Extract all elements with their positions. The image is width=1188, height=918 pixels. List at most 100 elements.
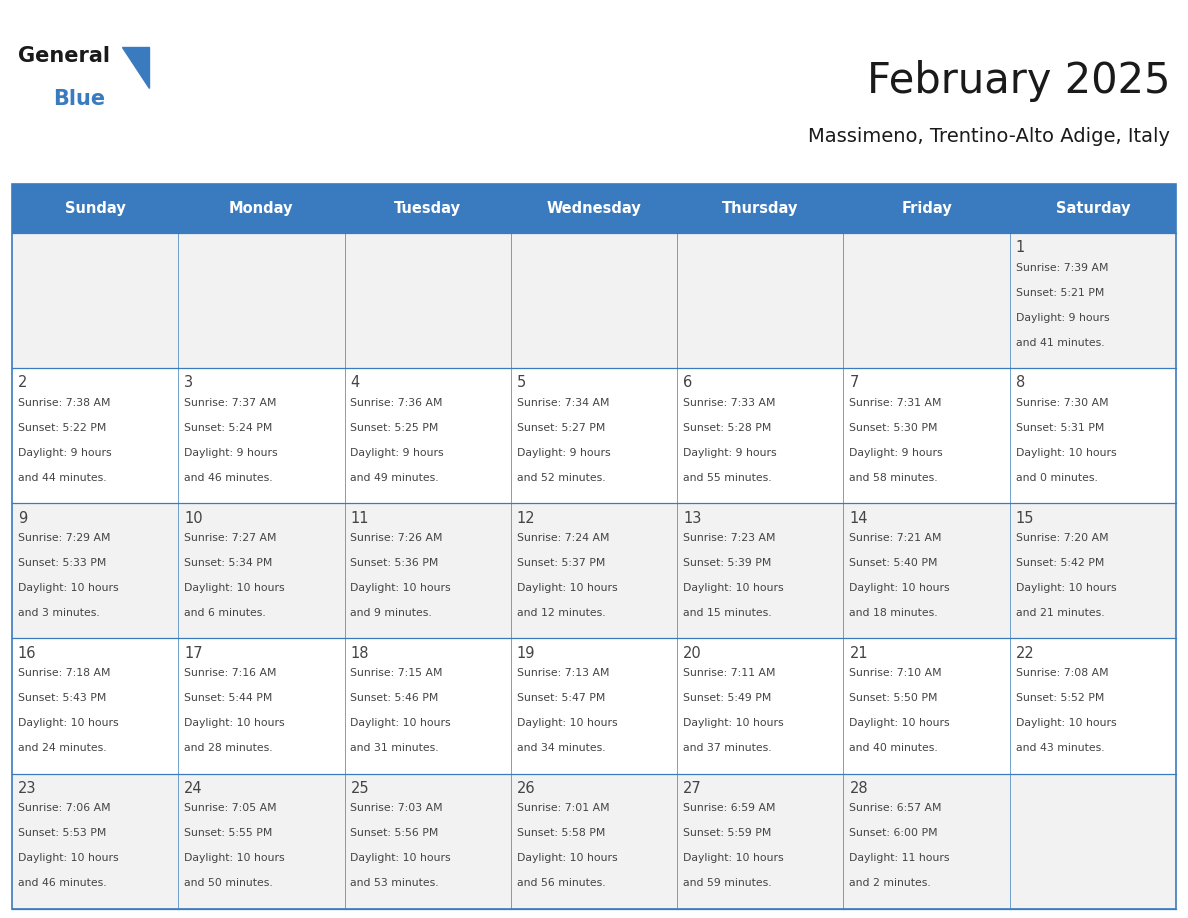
Text: 27: 27 bbox=[683, 781, 702, 796]
Text: 18: 18 bbox=[350, 645, 369, 661]
Text: Sunset: 5:50 PM: Sunset: 5:50 PM bbox=[849, 693, 937, 703]
Bar bbox=[345, 638, 511, 774]
Text: and 31 minutes.: and 31 minutes. bbox=[350, 744, 440, 754]
Bar bbox=[511, 774, 677, 909]
Text: Sunrise: 7:03 AM: Sunrise: 7:03 AM bbox=[350, 803, 443, 813]
Text: Sunset: 5:47 PM: Sunset: 5:47 PM bbox=[517, 693, 605, 703]
Text: 4: 4 bbox=[350, 375, 360, 390]
Text: 15: 15 bbox=[1016, 510, 1035, 526]
Text: 28: 28 bbox=[849, 781, 868, 796]
Text: Sunrise: 7:05 AM: Sunrise: 7:05 AM bbox=[184, 803, 277, 813]
Text: 2: 2 bbox=[18, 375, 27, 390]
Text: General: General bbox=[18, 46, 109, 66]
Text: Sunset: 5:22 PM: Sunset: 5:22 PM bbox=[18, 423, 106, 433]
Bar bbox=[178, 774, 345, 909]
Text: Sunset: 5:52 PM: Sunset: 5:52 PM bbox=[1016, 693, 1104, 703]
Text: 23: 23 bbox=[18, 781, 37, 796]
Text: Daylight: 10 hours: Daylight: 10 hours bbox=[517, 718, 618, 728]
Text: Sunset: 5:27 PM: Sunset: 5:27 PM bbox=[517, 423, 605, 433]
Text: Sunrise: 7:08 AM: Sunrise: 7:08 AM bbox=[1016, 668, 1108, 678]
Text: Sunrise: 7:20 AM: Sunrise: 7:20 AM bbox=[1016, 533, 1108, 543]
Text: Daylight: 10 hours: Daylight: 10 hours bbox=[683, 583, 784, 593]
Text: Sunset: 5:34 PM: Sunset: 5:34 PM bbox=[184, 558, 272, 568]
Text: Daylight: 10 hours: Daylight: 10 hours bbox=[184, 854, 285, 864]
Bar bbox=[677, 233, 843, 368]
Text: Sunrise: 7:23 AM: Sunrise: 7:23 AM bbox=[683, 533, 776, 543]
Text: Daylight: 10 hours: Daylight: 10 hours bbox=[683, 718, 784, 728]
Text: Tuesday: Tuesday bbox=[394, 201, 461, 216]
Text: 11: 11 bbox=[350, 510, 369, 526]
Bar bbox=[12, 503, 178, 638]
Text: Daylight: 10 hours: Daylight: 10 hours bbox=[1016, 448, 1117, 458]
Bar bbox=[1010, 184, 1176, 233]
Text: Sunset: 5:25 PM: Sunset: 5:25 PM bbox=[350, 423, 438, 433]
Text: Sunset: 5:43 PM: Sunset: 5:43 PM bbox=[18, 693, 106, 703]
Bar bbox=[843, 638, 1010, 774]
Text: Sunset: 6:00 PM: Sunset: 6:00 PM bbox=[849, 828, 939, 838]
Text: Sunrise: 7:06 AM: Sunrise: 7:06 AM bbox=[18, 803, 110, 813]
Text: and 2 minutes.: and 2 minutes. bbox=[849, 879, 931, 889]
Text: and 3 minutes.: and 3 minutes. bbox=[18, 608, 100, 618]
Text: 14: 14 bbox=[849, 510, 868, 526]
Bar bbox=[511, 184, 677, 233]
Text: and 53 minutes.: and 53 minutes. bbox=[350, 879, 440, 889]
Bar bbox=[12, 638, 178, 774]
Text: Sunrise: 7:26 AM: Sunrise: 7:26 AM bbox=[350, 533, 443, 543]
Bar bbox=[677, 184, 843, 233]
Bar bbox=[511, 233, 677, 368]
Text: Sunrise: 7:15 AM: Sunrise: 7:15 AM bbox=[350, 668, 443, 678]
Text: and 49 minutes.: and 49 minutes. bbox=[350, 473, 440, 483]
Bar bbox=[178, 368, 345, 503]
Bar bbox=[843, 233, 1010, 368]
Bar bbox=[1010, 503, 1176, 638]
Text: and 43 minutes.: and 43 minutes. bbox=[1016, 744, 1105, 754]
Text: and 56 minutes.: and 56 minutes. bbox=[517, 879, 606, 889]
Text: Daylight: 11 hours: Daylight: 11 hours bbox=[849, 854, 950, 864]
Bar bbox=[677, 638, 843, 774]
Text: Sunrise: 7:39 AM: Sunrise: 7:39 AM bbox=[1016, 263, 1108, 273]
Text: Sunrise: 7:27 AM: Sunrise: 7:27 AM bbox=[184, 533, 277, 543]
Text: 19: 19 bbox=[517, 645, 536, 661]
Text: and 12 minutes.: and 12 minutes. bbox=[517, 608, 606, 618]
Text: and 9 minutes.: and 9 minutes. bbox=[350, 608, 432, 618]
Text: and 34 minutes.: and 34 minutes. bbox=[517, 744, 606, 754]
Text: 24: 24 bbox=[184, 781, 203, 796]
Text: Daylight: 9 hours: Daylight: 9 hours bbox=[849, 448, 943, 458]
Text: Sunrise: 7:01 AM: Sunrise: 7:01 AM bbox=[517, 803, 609, 813]
Text: Wednesday: Wednesday bbox=[546, 201, 642, 216]
Text: Sunset: 5:24 PM: Sunset: 5:24 PM bbox=[184, 423, 272, 433]
Bar bbox=[843, 774, 1010, 909]
Text: Sunset: 5:39 PM: Sunset: 5:39 PM bbox=[683, 558, 771, 568]
Text: Thursday: Thursday bbox=[722, 201, 798, 216]
Text: Daylight: 10 hours: Daylight: 10 hours bbox=[350, 854, 451, 864]
Bar bbox=[345, 184, 511, 233]
Text: Daylight: 10 hours: Daylight: 10 hours bbox=[184, 718, 285, 728]
Text: Sunrise: 7:33 AM: Sunrise: 7:33 AM bbox=[683, 397, 776, 408]
Text: Sunrise: 7:16 AM: Sunrise: 7:16 AM bbox=[184, 668, 277, 678]
Bar bbox=[1010, 774, 1176, 909]
Text: Sunset: 5:36 PM: Sunset: 5:36 PM bbox=[350, 558, 438, 568]
Bar bbox=[677, 503, 843, 638]
Text: and 6 minutes.: and 6 minutes. bbox=[184, 608, 266, 618]
Text: Friday: Friday bbox=[902, 201, 952, 216]
Text: Sunrise: 7:29 AM: Sunrise: 7:29 AM bbox=[18, 533, 110, 543]
Text: Saturday: Saturday bbox=[1056, 201, 1130, 216]
Bar bbox=[178, 233, 345, 368]
Text: Sunset: 5:59 PM: Sunset: 5:59 PM bbox=[683, 828, 771, 838]
Text: Sunrise: 6:57 AM: Sunrise: 6:57 AM bbox=[849, 803, 942, 813]
Text: 1: 1 bbox=[1016, 241, 1025, 255]
Text: and 41 minutes.: and 41 minutes. bbox=[1016, 338, 1105, 348]
Bar bbox=[677, 774, 843, 909]
Text: Sunset: 5:21 PM: Sunset: 5:21 PM bbox=[1016, 287, 1104, 297]
Text: Daylight: 9 hours: Daylight: 9 hours bbox=[683, 448, 777, 458]
Text: and 52 minutes.: and 52 minutes. bbox=[517, 473, 606, 483]
Bar bbox=[178, 503, 345, 638]
Text: Sunset: 5:55 PM: Sunset: 5:55 PM bbox=[184, 828, 272, 838]
Text: Sunset: 5:33 PM: Sunset: 5:33 PM bbox=[18, 558, 106, 568]
Text: Sunset: 5:56 PM: Sunset: 5:56 PM bbox=[350, 828, 438, 838]
Text: Sunset: 5:42 PM: Sunset: 5:42 PM bbox=[1016, 558, 1104, 568]
Text: 12: 12 bbox=[517, 510, 536, 526]
Text: 10: 10 bbox=[184, 510, 203, 526]
Bar bbox=[1010, 233, 1176, 368]
Text: 16: 16 bbox=[18, 645, 37, 661]
